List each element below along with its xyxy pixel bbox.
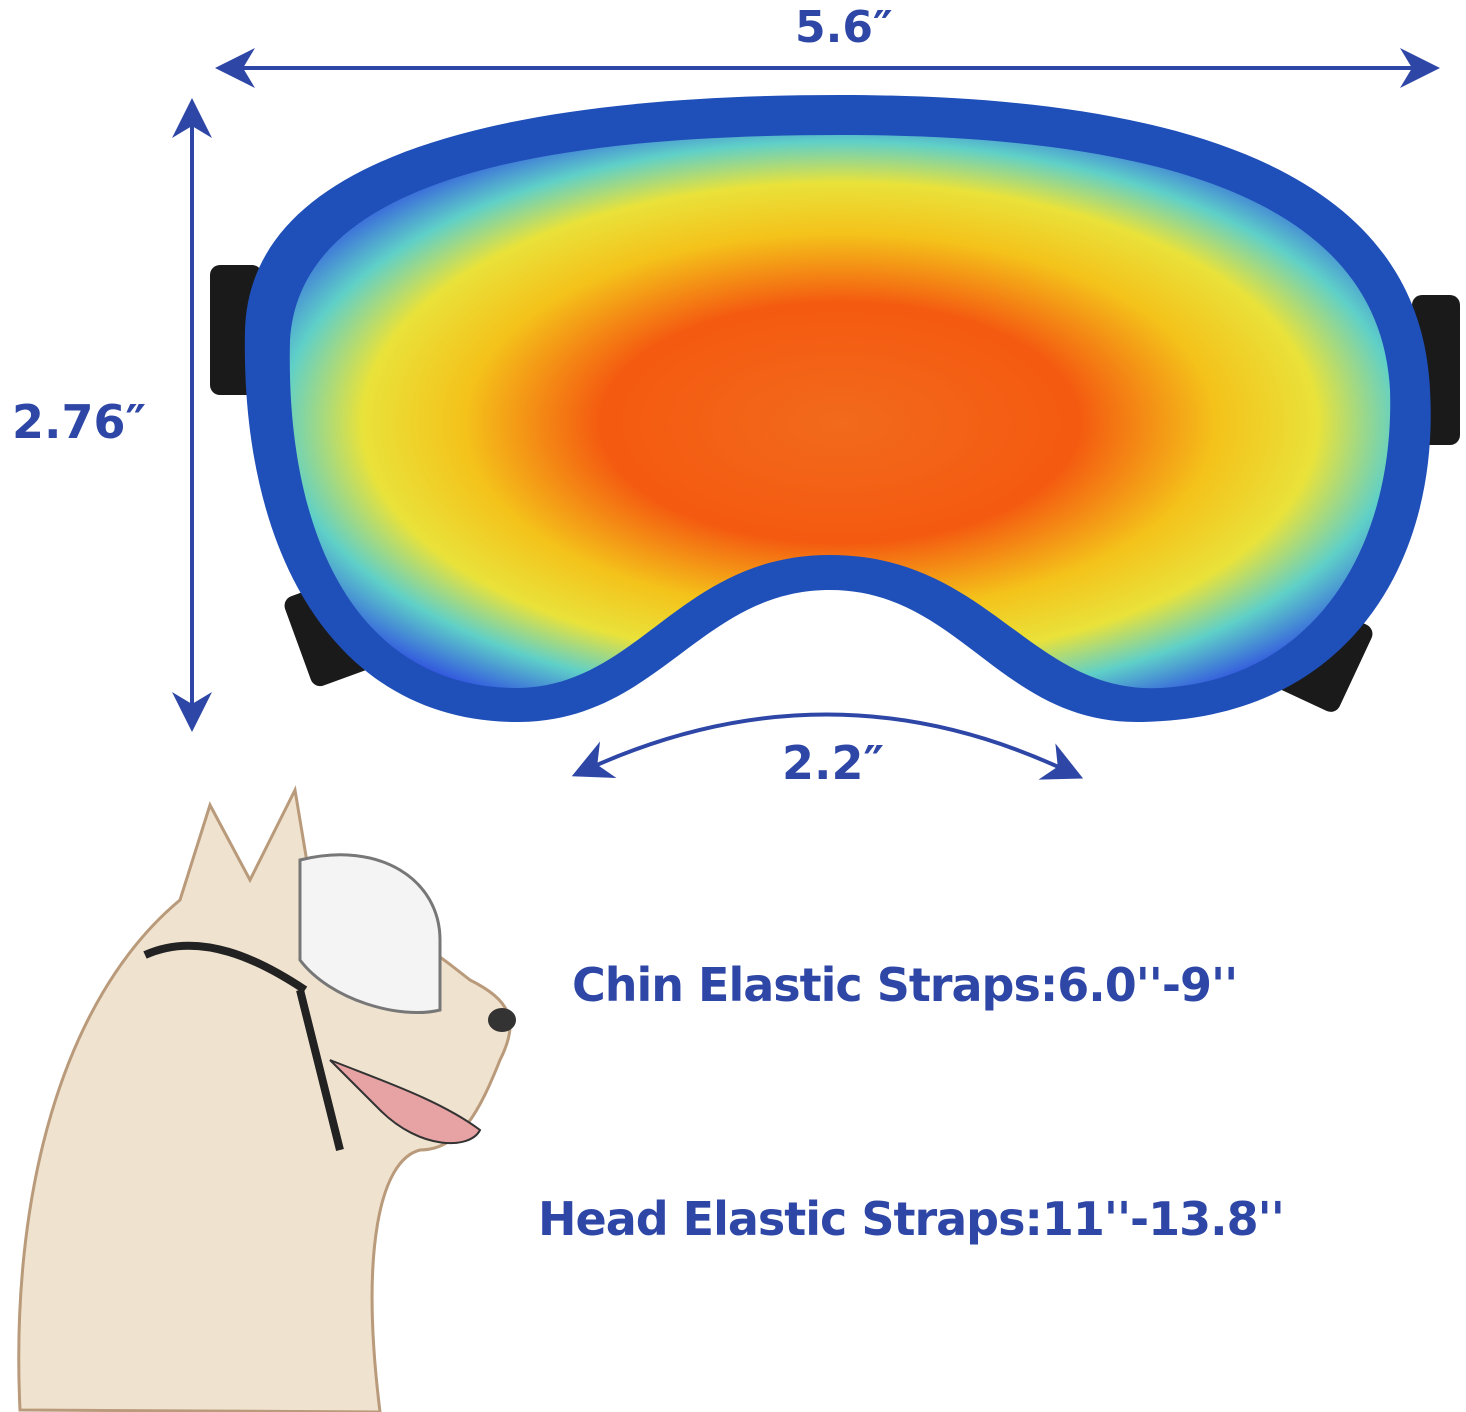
head-strap-label: Head Elastic Straps:11''-13.8'' [538, 1192, 1285, 1246]
nose-arrow [571, 712, 1084, 780]
dog-goggles-image [210, 95, 1460, 723]
width-dimension-label: 5.6″ [795, 2, 893, 53]
chin-strap-label: Chin Elastic Straps:6.0''-9'' [572, 958, 1238, 1012]
nose-dimension-label: 2.2″ [782, 736, 885, 790]
husky-sketch-image [17, 785, 516, 1412]
height-dimension-label: 2.76″ [12, 395, 147, 449]
